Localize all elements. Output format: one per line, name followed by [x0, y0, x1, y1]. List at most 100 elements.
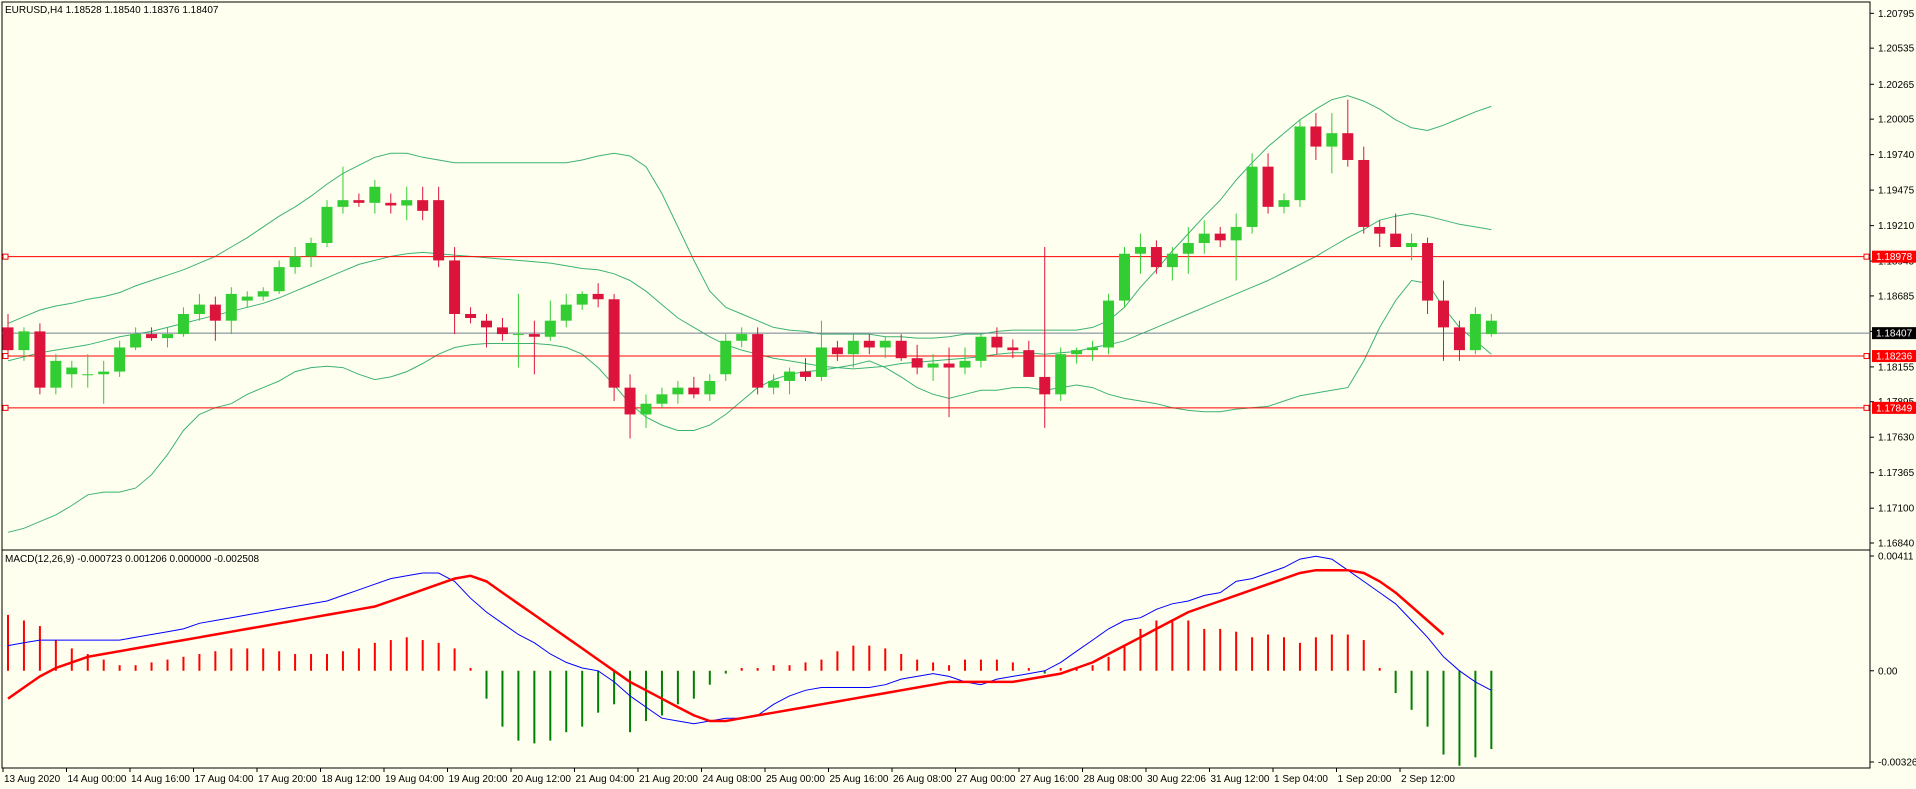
candle-bull[interactable]: [736, 334, 748, 341]
candle-bear[interactable]: [1007, 347, 1019, 351]
candle-bear[interactable]: [209, 304, 221, 321]
candle-bull[interactable]: [1294, 126, 1306, 201]
candle-bear[interactable]: [481, 320, 492, 328]
candle-bull[interactable]: [1469, 313, 1481, 351]
candle-bull[interactable]: [656, 394, 668, 404]
candle-bull[interactable]: [975, 336, 987, 361]
candle-bull[interactable]: [576, 293, 588, 305]
candle-bull[interactable]: [544, 320, 556, 337]
candle-bear[interactable]: [800, 371, 811, 377]
candle-bull[interactable]: [1134, 247, 1146, 254]
candle-bear[interactable]: [1214, 233, 1226, 241]
candle-bull[interactable]: [704, 380, 716, 395]
candle-bear[interactable]: [752, 334, 764, 388]
candle-bull[interactable]: [114, 347, 126, 372]
candle-bull[interactable]: [177, 313, 189, 335]
candle-bear[interactable]: [831, 347, 843, 355]
horizontal-line-handle-left[interactable]: [2, 404, 9, 411]
candle-bull[interactable]: [130, 334, 142, 348]
candle-bull[interactable]: [193, 304, 205, 314]
candle-bear[interactable]: [943, 363, 955, 368]
candle-bull[interactable]: [1055, 354, 1067, 395]
candle-bull[interactable]: [273, 267, 285, 292]
candle-bull[interactable]: [768, 380, 780, 388]
candle-bear[interactable]: [688, 387, 700, 395]
candle-bear[interactable]: [1390, 233, 1402, 248]
macd-pane[interactable]: [7, 555, 1493, 766]
price-pane[interactable]: [2, 95, 1870, 533]
candle-bull[interactable]: [225, 293, 237, 321]
candle-bear[interactable]: [624, 387, 636, 415]
candle-bear[interactable]: [2, 327, 14, 351]
candle-bear[interactable]: [1039, 376, 1051, 395]
candle-bull[interactable]: [50, 360, 62, 388]
candle-bull[interactable]: [18, 331, 30, 351]
candle-bear[interactable]: [146, 334, 158, 339]
candle-bull[interactable]: [1406, 243, 1418, 248]
candle-bull[interactable]: [66, 367, 78, 375]
horizontal-line-handle-right[interactable]: [1863, 253, 1870, 260]
candle-bear[interactable]: [449, 260, 461, 314]
candle-bull[interactable]: [337, 200, 349, 207]
candle-bull[interactable]: [1198, 233, 1210, 244]
candle-bear[interactable]: [417, 200, 429, 211]
candle-bear[interactable]: [1453, 327, 1465, 351]
horizontal-line-handle-right[interactable]: [1863, 404, 1870, 411]
candle-bull[interactable]: [784, 371, 796, 381]
candle-bear[interactable]: [528, 334, 540, 337]
candle-bull[interactable]: [1119, 253, 1130, 301]
candle-bear[interactable]: [1374, 226, 1386, 234]
candle-bear[interactable]: [1262, 166, 1274, 207]
candle-bull[interactable]: [720, 340, 732, 375]
candle-bear[interactable]: [911, 358, 923, 368]
candle-bull[interactable]: [1182, 243, 1194, 254]
candle-bull[interactable]: [98, 371, 110, 375]
candle-bull[interactable]: [369, 186, 381, 203]
candle-bull[interactable]: [1485, 320, 1497, 335]
candle-bear[interactable]: [895, 340, 907, 359]
candle-bull[interactable]: [241, 296, 253, 301]
candle-bear[interactable]: [1150, 247, 1162, 268]
candle-bull[interactable]: [560, 304, 572, 321]
candle-bear[interactable]: [465, 313, 477, 319]
candle-bull[interactable]: [1071, 350, 1083, 355]
candle-bull[interactable]: [82, 374, 94, 376]
candle-bull[interactable]: [640, 403, 652, 415]
candle-bull[interactable]: [959, 360, 971, 368]
candle-bull[interactable]: [847, 340, 859, 355]
candle-bear[interactable]: [353, 200, 365, 203]
candle-bull[interactable]: [289, 256, 301, 268]
candle-bull[interactable]: [1166, 253, 1178, 268]
candle-bull[interactable]: [1278, 200, 1290, 207]
candle-bear[interactable]: [991, 336, 1003, 348]
candle-bull[interactable]: [672, 387, 684, 395]
candle-bear[interactable]: [1422, 243, 1434, 301]
candle-bull[interactable]: [927, 363, 939, 368]
candle-bull[interactable]: [305, 243, 317, 257]
candle-bear[interactable]: [592, 293, 604, 300]
candle-bear[interactable]: [433, 200, 445, 261]
candle-bear[interactable]: [1358, 159, 1370, 227]
candle-bull[interactable]: [1087, 347, 1099, 351]
candle-bull[interactable]: [162, 334, 173, 339]
candle-bear[interactable]: [1023, 350, 1035, 377]
candle-bull[interactable]: [1103, 300, 1115, 348]
candle-bear[interactable]: [385, 202, 397, 206]
candle-bull[interactable]: [815, 347, 827, 377]
candle-bull[interactable]: [512, 334, 524, 336]
horizontal-line-handle-left[interactable]: [2, 353, 9, 360]
candle-bear[interactable]: [34, 331, 46, 388]
candle-bull[interactable]: [401, 200, 413, 206]
candle-bull[interactable]: [321, 206, 333, 244]
horizontal-line-handle-left[interactable]: [2, 253, 9, 260]
candle-bull[interactable]: [257, 291, 269, 297]
candle-bull[interactable]: [1246, 166, 1258, 227]
candle-bull[interactable]: [1230, 226, 1242, 241]
candle-bear[interactable]: [1342, 133, 1354, 160]
candle-bull[interactable]: [1326, 133, 1338, 147]
horizontal-line-handle-right[interactable]: [1863, 353, 1870, 360]
candle-bear[interactable]: [496, 327, 508, 335]
candle-bear[interactable]: [1438, 300, 1449, 328]
candle-bear[interactable]: [1310, 126, 1322, 147]
